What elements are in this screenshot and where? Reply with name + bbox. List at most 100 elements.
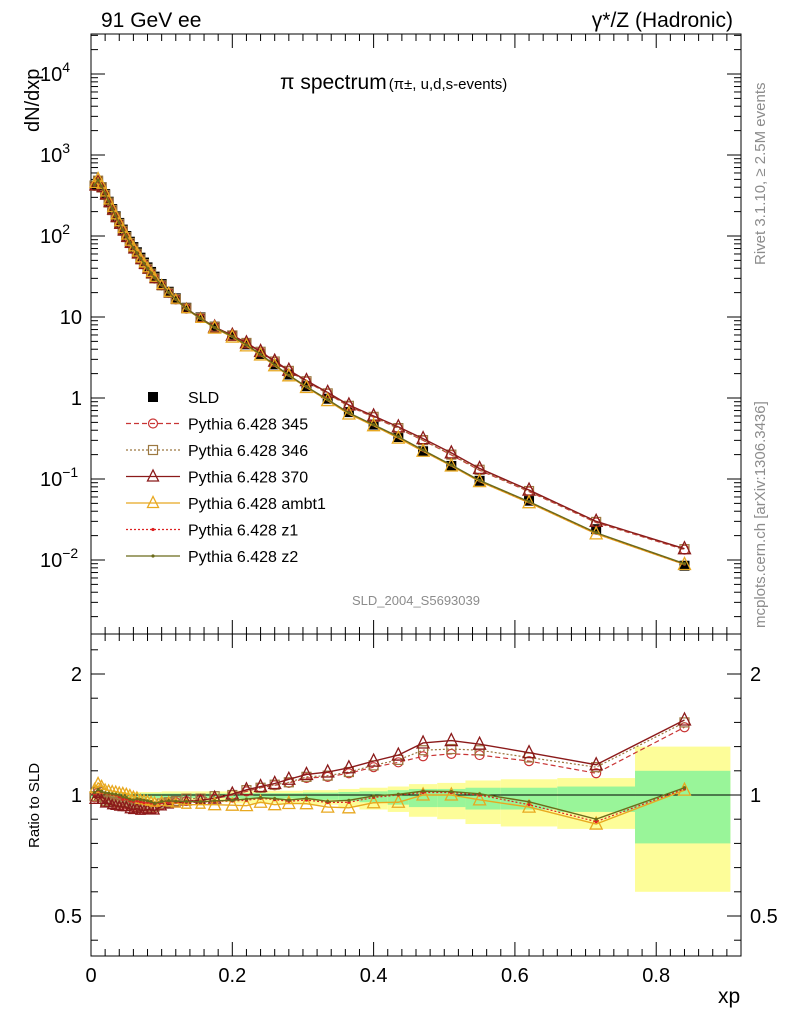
data-point-4-17 [149, 270, 161, 282]
legend-marker-6 [151, 554, 155, 558]
x-tick-label: 0 [85, 965, 96, 987]
rivet-version-text: Rivet 3.1.10, ≥ 2.5M events [752, 83, 769, 266]
ratio-point-4-38 [594, 820, 598, 824]
ratio-point-3-25 [239, 797, 254, 812]
y-tick-exponent: −2 [62, 545, 78, 561]
plot-title: π spectrum (π±, u,d,s-events) [280, 71, 507, 94]
data-point-3-39 [677, 540, 692, 555]
ratio-point-2-0 [88, 792, 101, 804]
ratio-y-tick-label: 1 [71, 785, 82, 807]
ratio-point-5-37 [527, 800, 531, 804]
ratio-y-axis-label: Ratio to SLD [26, 763, 43, 848]
data-point-6-17 [152, 276, 157, 280]
ratio-point-3-28 [281, 795, 296, 810]
mcplots-reference-text: mcplots.cern.ch [arXiv:1306.3436] [752, 401, 769, 628]
data-point-6-18 [160, 283, 164, 287]
data-point-6-12 [135, 251, 139, 255]
data-point-6-31 [347, 411, 351, 415]
data-point-6-30 [326, 398, 330, 402]
y-tick-exponent: −1 [62, 464, 78, 480]
ratio-point-5-20 [174, 799, 178, 803]
ratio-point-2-2 [96, 792, 108, 804]
series-line-1 [94, 179, 685, 551]
ratio-point-5-23 [213, 799, 217, 803]
data-point-6-36 [477, 478, 482, 483]
ratio-point-5-29 [304, 796, 309, 800]
ratio-point-0-34 [417, 751, 429, 762]
ratio-point-5-28 [287, 798, 291, 802]
data-point-4-27 [267, 357, 282, 372]
ratio-point-5-14 [142, 798, 146, 802]
ratio-point-5-7 [117, 793, 121, 797]
data-point-4-29 [299, 378, 314, 394]
ratio-y-tick-label-right: 0.5 [750, 906, 778, 928]
ratio-point-3-30 [320, 798, 335, 813]
ratio-point-5-18 [160, 799, 164, 804]
ratio-point-2-38 [589, 756, 604, 771]
ratio-point-4-37 [527, 803, 531, 807]
series-line-2 [94, 179, 685, 550]
data-point-6-35 [449, 463, 453, 467]
ratio-point-5-34 [421, 789, 425, 793]
legend-label-3: Pythia 6.428 370 [188, 470, 308, 487]
ratio-line-1 [94, 721, 685, 808]
band-stat-2 [232, 793, 303, 799]
ratio-point-2-35 [444, 732, 459, 747]
data-point-6-7 [117, 221, 121, 225]
ratio-y-tick-label-right: 2 [750, 664, 761, 686]
ratio-point-5-2 [99, 789, 104, 793]
ratio-point-5-33 [396, 792, 400, 796]
data-point-4-16 [145, 265, 157, 278]
data-point-6-23 [213, 325, 217, 330]
band-stat-3 [302, 792, 339, 800]
y-tick-label: 10−1 [40, 464, 78, 491]
data-point-6-26 [258, 352, 263, 356]
data-point-0-39 [679, 560, 690, 571]
data-point-6-6 [114, 214, 118, 218]
data-point-4-9 [120, 228, 132, 240]
data-point-6-28 [287, 373, 291, 377]
data-point-3-3 [99, 188, 111, 200]
data-point-4-18 [156, 278, 168, 290]
ratio-point-5-11 [131, 798, 135, 802]
series-line-6 [93, 178, 685, 565]
band-stat-8 [437, 788, 466, 808]
ratio-point-5-15 [145, 799, 150, 803]
data-point-6-37 [527, 500, 531, 504]
data-point-6-13 [138, 256, 143, 260]
data-point-3-5 [106, 203, 118, 215]
ratio-point-2-25 [239, 781, 254, 796]
data-point-4-28 [281, 367, 296, 382]
y-tick-label: 102 [40, 221, 70, 248]
data-point-4-6 [110, 208, 122, 220]
header-right-text: γ*/Z (Hadronic) [592, 9, 733, 32]
data-point-3-31 [341, 396, 356, 411]
data-point-4-35 [444, 457, 459, 472]
ratio-point-5-19 [167, 799, 171, 803]
ratio-point-3-23 [207, 796, 222, 811]
ratio-point-2-28 [281, 770, 296, 785]
data-point-4-30 [320, 392, 335, 407]
legend-marker-3 [146, 468, 160, 482]
x-axis-label: xp [718, 985, 740, 1008]
band-stat-11 [557, 786, 636, 812]
data-point-6-33 [396, 435, 400, 439]
data-point-6-14 [142, 261, 146, 265]
data-point-3-25 [239, 334, 254, 349]
data-point-4-32 [366, 417, 381, 432]
ratio-point-3-32 [366, 794, 381, 809]
main-series-group [88, 171, 692, 571]
ratio-point-5-24 [230, 798, 234, 802]
data-point-6-9 [124, 234, 128, 238]
ratio-point-3-36 [472, 791, 487, 806]
data-point-3-30 [320, 384, 335, 399]
ratio-point-5-3 [103, 791, 107, 795]
ratio-point-2-23 [207, 789, 222, 804]
band-stat-4 [338, 791, 360, 802]
data-point-4-2 [96, 177, 108, 189]
band-stat-7 [408, 788, 438, 808]
ratio-point-3-37 [521, 798, 537, 813]
x-tick-label: 0.6 [501, 965, 529, 987]
ratio-point-5-0 [92, 790, 97, 795]
ratio-point-5-1 [96, 787, 100, 792]
